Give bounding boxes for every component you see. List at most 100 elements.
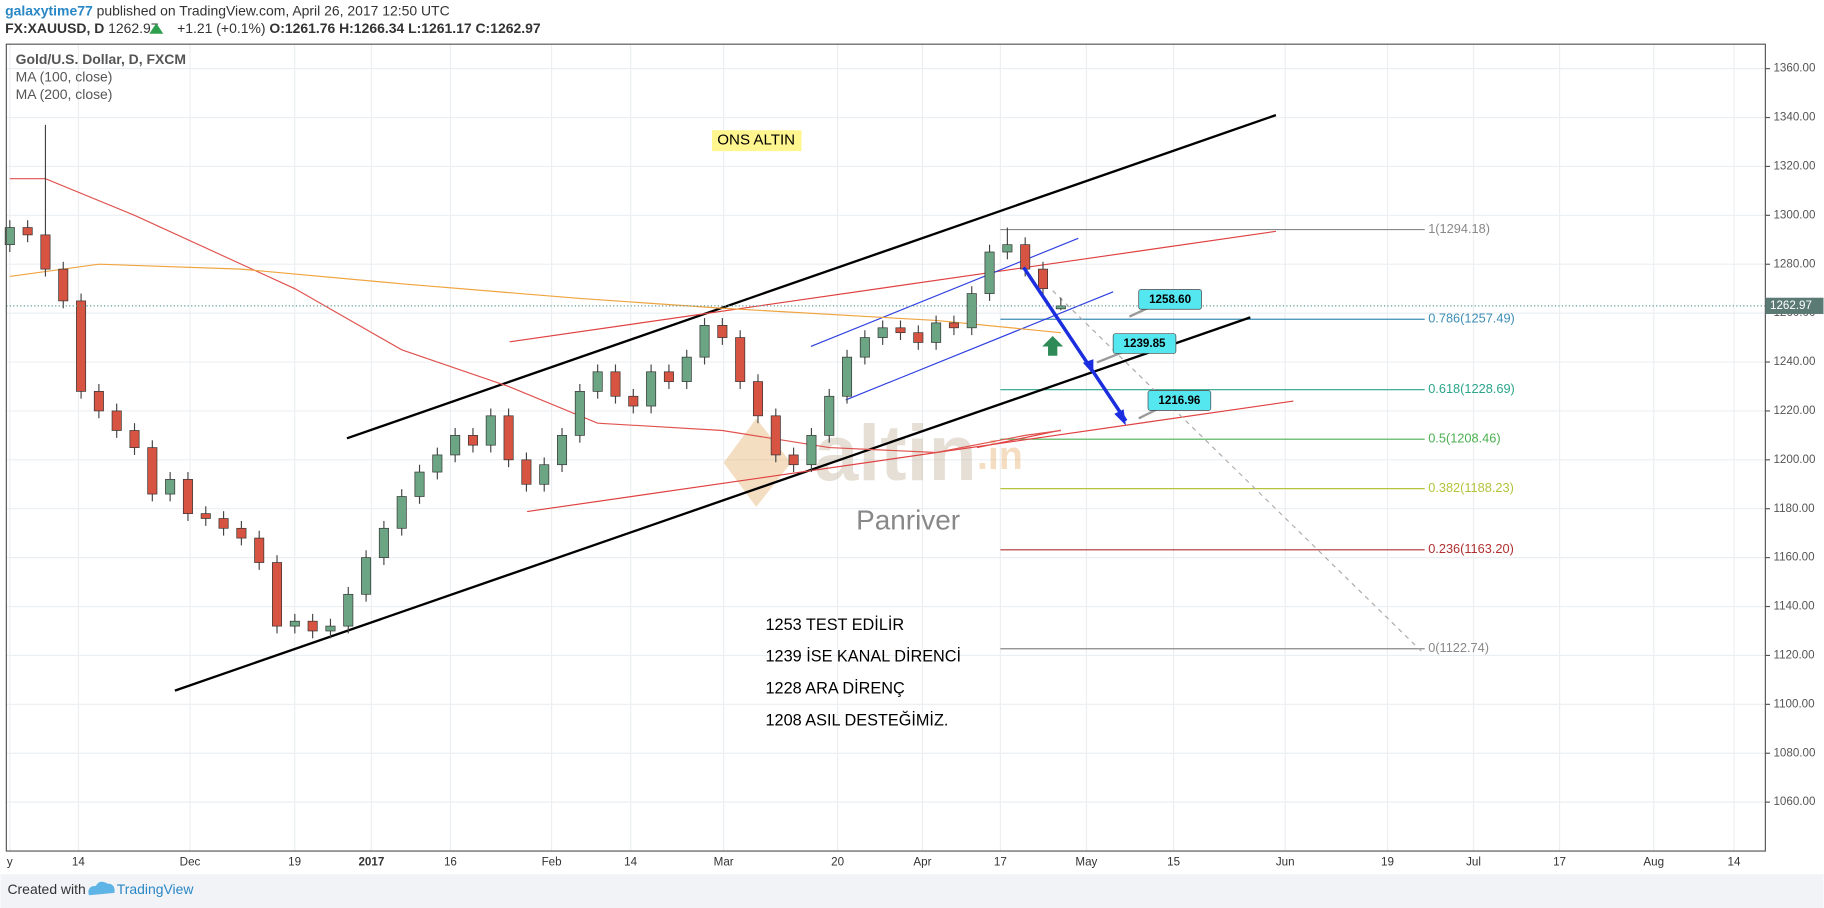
candle-body — [432, 454, 443, 473]
candle-body — [806, 435, 817, 466]
x-tick-label: 19 — [288, 856, 301, 869]
plot-frame — [5, 43, 1766, 852]
candle-body — [182, 479, 193, 514]
arrow-head — [1114, 409, 1126, 426]
candle-body — [557, 435, 568, 466]
x-tick-label: 14 — [624, 856, 637, 869]
x-tick-label: y — [7, 856, 13, 869]
x-tick-label: Mar — [714, 856, 734, 869]
trendline — [976, 429, 1061, 449]
symbol: FX:XAUUSD, D — [5, 20, 104, 36]
candle-body — [58, 268, 69, 302]
candle-body — [93, 391, 104, 412]
legend-instrument: Gold/U.S. Dollar, D, FXCM — [16, 51, 186, 67]
candle-body — [218, 518, 229, 529]
x-tick-label: 16 — [444, 856, 457, 869]
low: L:1261.17 — [408, 20, 472, 36]
candle-body — [485, 415, 496, 446]
candle-body — [824, 395, 835, 436]
x-tick-label: 17 — [1553, 856, 1566, 869]
candle-body — [147, 447, 158, 495]
trendline — [845, 291, 1114, 401]
candle-body — [129, 430, 140, 448]
candle-body — [22, 227, 33, 236]
candle-body — [966, 293, 977, 329]
author[interactable]: galaxytime77 — [5, 2, 93, 18]
candle-body — [200, 513, 211, 519]
callout-label: 1258.60 — [1149, 293, 1191, 306]
candle-body — [717, 325, 728, 338]
arrows — [1022, 266, 1128, 426]
y-tick-label: 1060.00 — [1773, 795, 1815, 808]
candle-body — [1020, 244, 1031, 270]
header-line2: FX:XAUUSD, D 1262.97 +1.21 (+0.1%) O:1261… — [5, 20, 541, 36]
callout-box — [1112, 333, 1177, 354]
footer — [0, 874, 1824, 908]
channel-lower — [174, 316, 1251, 692]
x-tick-label: 20 — [831, 856, 844, 869]
candle-body — [646, 371, 657, 407]
watermark-logo: altin.in — [814, 408, 1023, 497]
callout-pointer — [1096, 351, 1123, 364]
candle-body — [859, 337, 870, 358]
x-tick-label: Dec — [180, 856, 201, 869]
candle-body — [307, 620, 318, 632]
candle-body — [842, 356, 853, 397]
watermark-suffix: .in — [977, 435, 1023, 479]
candle-body — [610, 371, 621, 397]
candle-body — [1038, 268, 1049, 290]
y-tick-label: 1220.00 — [1773, 404, 1815, 417]
close: C:1262.97 — [475, 20, 540, 36]
fib-label: 0.5(1208.46) — [1428, 431, 1500, 446]
trendline — [810, 237, 1079, 347]
last: 1262.97 — [108, 20, 159, 36]
footer-brand[interactable]: TradingView — [117, 881, 195, 897]
x-tick-label: Jul — [1466, 856, 1481, 869]
published: published on TradingView.com, April 26, … — [97, 2, 450, 18]
callout-label: 1239.85 — [1124, 337, 1167, 350]
candle-body — [913, 332, 924, 343]
candle-body — [396, 496, 407, 529]
note: 1239 İSE KANAL DİRENCİ — [766, 647, 962, 666]
y-tick-label: 1140.00 — [1773, 600, 1814, 613]
candle-body — [1002, 244, 1013, 253]
high: H:1266.34 — [339, 20, 404, 36]
y-tick-label: 1300.00 — [1773, 208, 1815, 221]
candle-body — [361, 557, 372, 595]
last-price-label: 1262.97 — [1770, 299, 1812, 312]
note: 1228 ARA DİRENÇ — [766, 679, 905, 698]
y-tick-label: 1200.00 — [1773, 453, 1815, 466]
candle-body — [76, 300, 87, 392]
watermark: altin.in — [723, 408, 1023, 507]
candle-body — [40, 234, 51, 270]
ma-line — [9, 263, 1061, 334]
trendline — [527, 400, 1294, 513]
x-tick-label: Apr — [913, 856, 931, 869]
candle-body — [628, 395, 639, 407]
note: 1253 TEST EDİLİR — [766, 615, 905, 634]
candle-body — [467, 435, 478, 446]
candle-body — [948, 322, 959, 329]
candle-body — [414, 471, 425, 497]
y-tick-label: 1280.00 — [1773, 257, 1815, 270]
callout-box — [1147, 390, 1212, 411]
legend-ma100: MA (100, close) — [16, 69, 113, 85]
candle-body — [236, 527, 247, 539]
y-tick-label: 1080.00 — [1773, 746, 1815, 759]
x-tick-label: 14 — [1728, 856, 1741, 869]
callout-box — [1138, 289, 1202, 310]
x-tick-label: Aug — [1643, 856, 1664, 869]
candle-body — [378, 527, 389, 558]
candle-body — [450, 435, 461, 456]
candle-body — [165, 479, 176, 495]
candle-body — [272, 562, 283, 627]
notes: 1253 TEST EDİLİR 1239 İSE KANAL DİRENCİ 12… — [766, 615, 962, 730]
open: O:1261.76 — [269, 20, 335, 36]
fib-label: 1(1294.18) — [1428, 221, 1490, 236]
candle-body — [343, 593, 354, 627]
x-tick-label: 17 — [994, 856, 1007, 869]
axes: 1060.00 1080.00 1100.00 1120.00 1140.00 1160.… — [7, 62, 1824, 869]
fib-label: 0.236(1163.20) — [1428, 541, 1514, 556]
